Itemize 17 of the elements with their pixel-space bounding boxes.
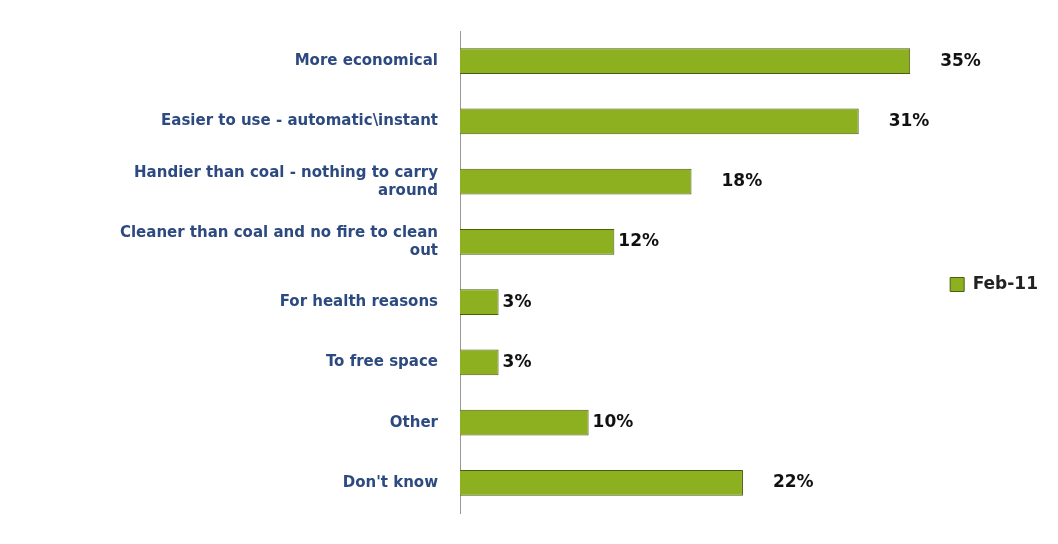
legend-label: Feb-11 [972, 272, 1039, 293]
data-label: 31% [888, 109, 930, 130]
y-tick-label: Cleaner than coal and no fire to clean out [119, 222, 438, 259]
y-tick-label: More economical [294, 51, 438, 70]
y-tick-label: Other [389, 412, 439, 431]
data-label: 22% [772, 471, 814, 492]
y-tick-label: Don't know [342, 472, 439, 491]
y-tick-label: To free space [325, 352, 438, 371]
y-tick-label: Handier than coal - nothing to carry around [134, 162, 439, 199]
data-label: 10% [592, 411, 634, 432]
y-tick-label: For health reasons [279, 292, 439, 311]
y-tick-label: Easier to use - automatic\instant [161, 111, 438, 130]
data-label: 12% [618, 230, 660, 251]
data-label: 18% [721, 170, 763, 191]
data-label: 3% [502, 290, 532, 311]
data-label: 3% [502, 350, 532, 371]
data-label: 35% [940, 49, 981, 70]
